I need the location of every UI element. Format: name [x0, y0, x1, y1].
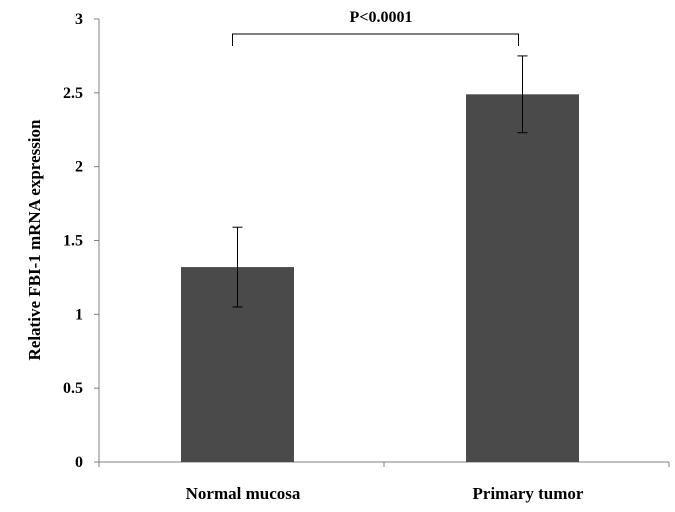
y-tick-label-3: 1.5 [63, 233, 83, 250]
significance-bracket [232, 33, 519, 46]
x-category-label-normal-mucosa: Normal mucosa [186, 484, 301, 503]
x-category-label-primary-tumor: Primary tumor [473, 484, 584, 503]
y-tick-label-5: 2.5 [63, 85, 83, 102]
y-tick-label-2: 1 [75, 306, 83, 323]
y-tick-label-0: 0 [75, 454, 83, 471]
y-axis-label: Relative FBI-1 mRNA expression [25, 119, 44, 361]
bar-1 [466, 94, 579, 462]
y-tick-label-4: 2 [75, 159, 83, 176]
y-tick-label-6: 3 [75, 11, 83, 28]
significance-label: P<0.0001 [350, 9, 413, 26]
y-tick-label-1: 0.5 [63, 380, 83, 397]
